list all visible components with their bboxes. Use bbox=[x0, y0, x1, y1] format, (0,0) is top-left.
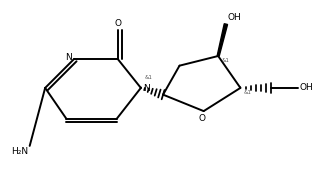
Polygon shape bbox=[217, 24, 228, 56]
Text: &1: &1 bbox=[222, 58, 230, 63]
Text: OH: OH bbox=[228, 13, 241, 22]
Text: N: N bbox=[143, 84, 149, 93]
Text: N: N bbox=[66, 53, 72, 62]
Text: O: O bbox=[114, 19, 121, 28]
Text: &1: &1 bbox=[243, 90, 251, 95]
Text: &1: &1 bbox=[145, 75, 153, 80]
Text: O: O bbox=[198, 114, 205, 123]
Text: OH: OH bbox=[299, 83, 313, 92]
Text: H₂N: H₂N bbox=[11, 147, 28, 156]
